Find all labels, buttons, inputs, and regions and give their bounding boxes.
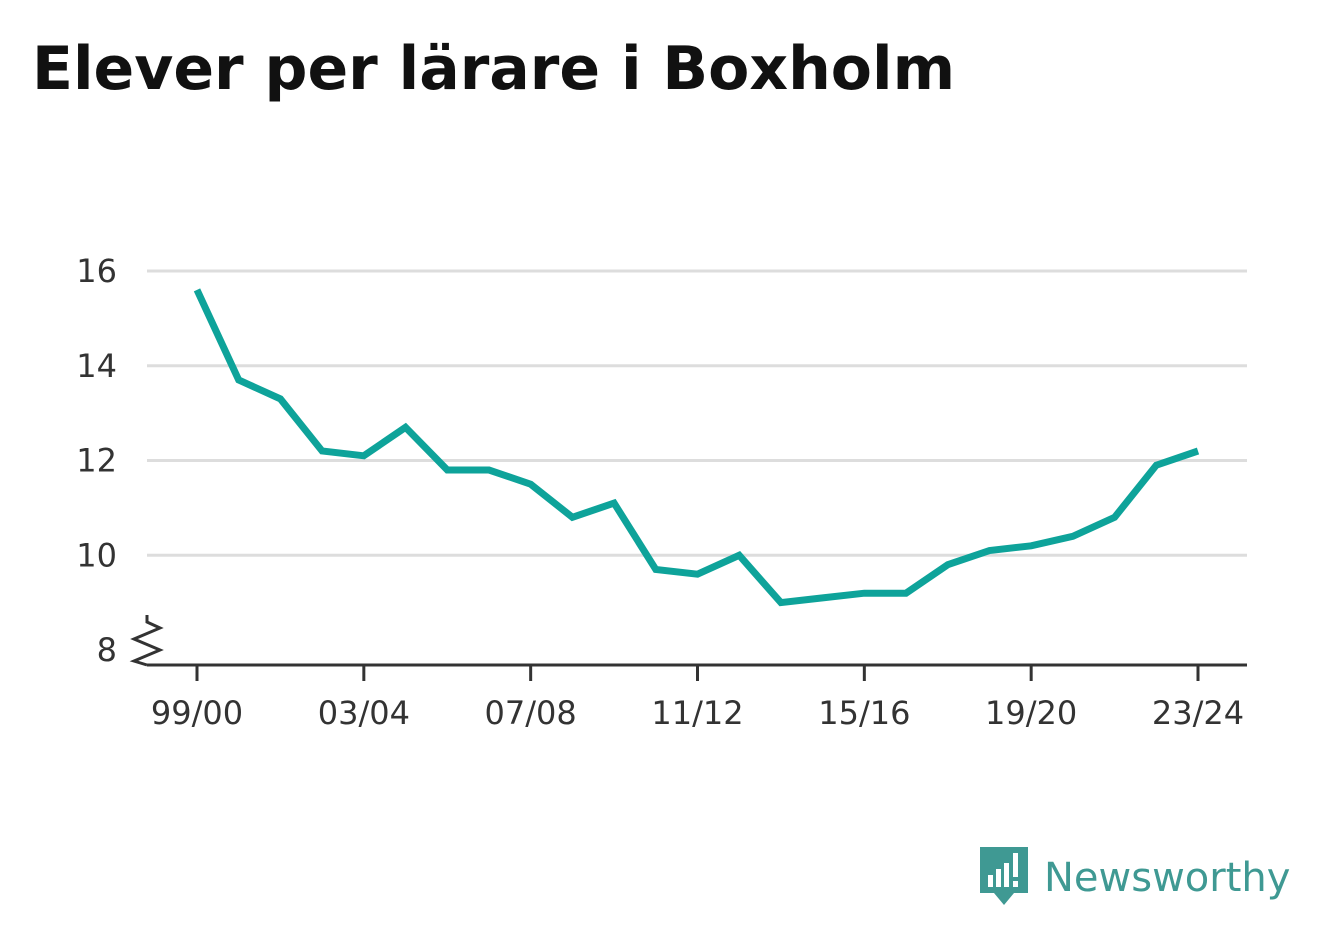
series-line-0 bbox=[193, 288, 1200, 607]
x-tick-label-11-12: 11/12 bbox=[651, 694, 743, 732]
newsworthy-logo-icon bbox=[980, 847, 1028, 905]
series bbox=[193, 288, 1200, 607]
gridlines bbox=[147, 269, 1247, 557]
y-tick-label-14: 14 bbox=[76, 347, 117, 385]
y-tick-label-16: 16 bbox=[76, 252, 117, 290]
newsworthy-brand: Newsworthy bbox=[980, 847, 1291, 908]
x-tick-label-03-04: 03/04 bbox=[318, 694, 410, 732]
y-tick-label-8: 8 bbox=[97, 631, 117, 669]
x-tick-label-19-20: 19/20 bbox=[985, 694, 1077, 732]
y-tick-label-10: 10 bbox=[76, 536, 117, 574]
y-axis-break-icon bbox=[129, 615, 164, 667]
x-tick-label-15-16: 15/16 bbox=[818, 694, 910, 732]
axes bbox=[129, 615, 1247, 681]
x-tick-label-23-24: 23/24 bbox=[1152, 694, 1244, 732]
y-axis-labels: 8 10 12 14 16 bbox=[76, 252, 117, 669]
y-tick-label-12: 12 bbox=[76, 442, 117, 480]
x-tick-label-99-00: 99/00 bbox=[151, 694, 243, 732]
x-tick-label-07-08: 07/08 bbox=[485, 694, 577, 732]
brand-name: Newsworthy bbox=[1044, 855, 1291, 901]
x-axis-labels: 99/00 03/04 07/08 11/12 15/16 19/20 23/24 bbox=[151, 694, 1244, 732]
chart-title: Elever per lärare i Boxholm bbox=[32, 34, 956, 104]
